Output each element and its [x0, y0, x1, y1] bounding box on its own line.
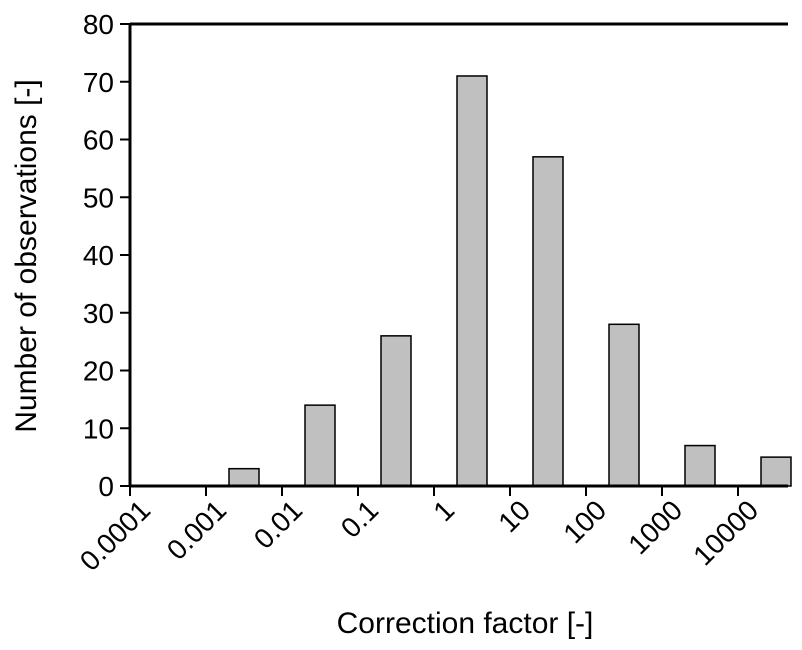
y-tick-label-6: 60 [83, 125, 114, 156]
x-tick-label-8: 10000 [687, 494, 764, 571]
y-tick-label-3: 30 [83, 298, 114, 329]
y-tick-label-7: 70 [83, 67, 114, 98]
x-tick-label-0: 0.0001 [74, 494, 156, 576]
x-tick-label-7: 1000 [622, 494, 688, 560]
x-tick-label-2: 0.01 [248, 494, 308, 554]
x-tick-label-1: 0.001 [161, 494, 232, 565]
bar-3 [380, 335, 412, 487]
bars [228, 75, 792, 487]
y-tick-label-0: 0 [98, 471, 114, 502]
bar-7 [684, 444, 716, 487]
x-axis-ticks: 0.0001 0.001 0.01 0.1 1 10 100 1000 10000 [74, 486, 764, 577]
x-tick-label-5: 10 [492, 494, 536, 538]
bar-2 [304, 404, 336, 487]
y-axis-title: Number of observations [-] [10, 79, 43, 432]
x-axis-title: Correction factor [-] [337, 607, 594, 640]
bar-8 [760, 456, 792, 487]
y-axis-ticks: 0 10 20 30 40 50 60 70 80 [83, 9, 130, 502]
x-tick-label-4: 1 [427, 494, 460, 527]
y-tick-label-2: 20 [83, 356, 114, 387]
x-tick-label-6: 100 [557, 494, 612, 549]
y-tick-label-4: 40 [83, 240, 114, 271]
x-tick-label-3: 0.1 [335, 494, 384, 543]
bar-1 [228, 467, 260, 487]
y-tick-label-5: 50 [83, 182, 114, 213]
bar-4 [456, 75, 488, 487]
y-tick-label-1: 10 [83, 413, 114, 444]
bar-5 [532, 156, 564, 487]
y-tick-label-8: 80 [83, 9, 114, 40]
bar-6 [608, 323, 640, 487]
